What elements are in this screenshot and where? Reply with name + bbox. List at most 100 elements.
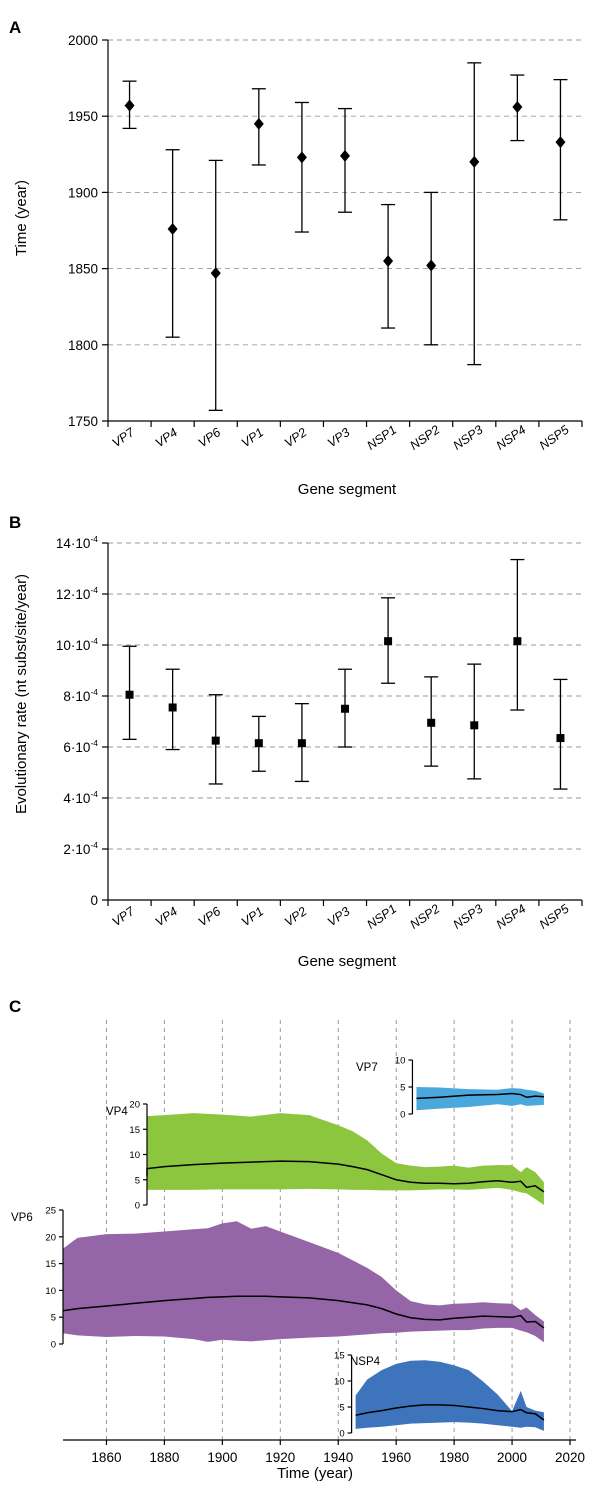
panel-c-vp6-median-line (62, 1295, 545, 1329)
panel-c-vp6-hpd-band (63, 1221, 544, 1343)
panel-b-category-label: VP2 (282, 904, 309, 929)
panel-a-point (555, 136, 566, 149)
panel-b-y-tick-label: 2·10-4 (63, 840, 98, 857)
panel-a-point (383, 254, 394, 267)
panel-a-category-label: VP4 (153, 425, 180, 450)
panel-b-point (211, 736, 220, 745)
panel-c-vp7-y-tick-label: 5 (400, 1083, 405, 1094)
panel-b-y-tick-label: 8·10-4 (63, 687, 98, 704)
panel-c-vp6-y-tick-label: 5 (51, 1313, 56, 1324)
panel-b-point (556, 734, 565, 743)
panel-c-x-tick-label: 1900 (207, 1450, 237, 1465)
panel-c-x-tick-label: 1880 (149, 1450, 179, 1465)
panel-a-category-label: NSP2 (407, 423, 442, 453)
panel-b-category-label: VP6 (196, 904, 223, 929)
panel-a-point (469, 155, 480, 168)
panel-a-point (124, 99, 135, 112)
panel-b-point (125, 690, 134, 699)
panel-a-point (253, 117, 264, 130)
panel-a-category-label: VP7 (110, 425, 138, 451)
panel-a-category-label: VP6 (196, 425, 223, 450)
panel-a-y-axis-title: Time (year) (13, 180, 30, 256)
panel-c-nsp4-y-tick-label: 5 (339, 1403, 344, 1414)
panel-b-y-tick-label: 4·10-4 (63, 789, 98, 806)
panel-b-chart: 0 2·10-4 4·10-4 6·10-4 8·10-4 10·10-4 12·10-4 1… (13, 534, 583, 970)
panel-a-category-label: VP1 (239, 425, 266, 450)
panel-c-nsp4-y-tick-label: 0 (339, 1429, 344, 1440)
panel-a-chart: 1750 1800 1850 1900 1950 2000 VP7 VP4 VP6 VP1 VP2 V… (13, 33, 583, 498)
panel-b-y-tick-label: 10·10-4 (56, 636, 98, 653)
panel-a-y-tick-label: 1900 (68, 185, 98, 200)
panel-c-x-tick-label: 2020 (555, 1450, 585, 1465)
panel-c-vp4-y-tick-label: 20 (129, 1100, 140, 1111)
panel-c-vp7-series-label: VP7 (356, 1062, 378, 1074)
panel-c-vp4-hpd-band (147, 1113, 544, 1205)
panel-a-point (296, 151, 307, 164)
panel-c-x-axis-title: Time (year) (277, 1465, 353, 1482)
panel-a-category-label: NSP3 (451, 423, 486, 453)
panel-b-category-label: NSP2 (407, 902, 442, 932)
panel-c-x-tick-label: 1960 (381, 1450, 411, 1465)
panel-b-point (341, 704, 349, 713)
panel-a-point (426, 259, 437, 272)
panel-b-point (384, 637, 393, 646)
panel-c-x-tick-label: 1860 (91, 1450, 121, 1465)
panel-letter-b: B (9, 513, 21, 532)
panel-a-y-tick-label: 1950 (68, 109, 98, 124)
panel-c-nsp4-median-line (355, 1404, 545, 1421)
panel-c-vp6-y-tick-label: 15 (45, 1259, 56, 1270)
panel-c-vp6-y-tick-label: 0 (51, 1340, 56, 1351)
panel-b-y-axis-title: Evolutionary rate (nt subst/site/year) (13, 574, 30, 814)
panel-b-y-tick-label: 12·10-4 (56, 585, 98, 602)
panel-c-vp7-y-tick-label: 0 (400, 1110, 405, 1121)
panel-b-y-tick-label: 6·10-4 (63, 738, 98, 755)
panel-b-category-label: VP4 (153, 904, 180, 929)
panel-c-vp4-median-line (146, 1160, 545, 1193)
panel-c-vp6-y-tick-label: 20 (45, 1232, 56, 1243)
panel-c-vp6-y-tick-label: 25 (45, 1206, 56, 1217)
panel-a-category-label: VP2 (282, 425, 309, 450)
panel-b-point (513, 637, 522, 646)
panel-a-category-label: NSP5 (537, 423, 572, 453)
panel-b-point (470, 721, 479, 730)
panel-c-nsp4-series-label: NSP4 (350, 1356, 381, 1368)
panel-b-category-label: VP3 (325, 904, 352, 929)
panel-a-x-axis-title: Gene segment (298, 481, 397, 498)
panel-c-vp6-y-tick-label: 10 (45, 1286, 56, 1297)
panel-letter-a: A (9, 18, 21, 37)
panel-c-nsp4-hpd-band (355, 1360, 544, 1431)
panel-letter-c: C (9, 997, 21, 1016)
panel-b-y-tick-label: 0 (90, 893, 98, 908)
panel-c-vp7-y-tick-label: 10 (395, 1056, 406, 1067)
panel-a-y-tick-label: 1750 (68, 414, 98, 429)
panel-c-vp4-y-tick-label: 10 (129, 1150, 140, 1161)
panel-b-y-tick-label: 14·10-4 (56, 534, 98, 551)
panel-c-x-tick-label: 1940 (323, 1450, 353, 1465)
panel-b-point (297, 739, 306, 748)
panel-b-category-label: VP1 (239, 904, 266, 929)
panel-a-category-label: NSP1 (364, 423, 399, 453)
panel-c-x-tick-label: 1920 (265, 1450, 295, 1465)
panel-c-vp7-median-line (416, 1092, 544, 1100)
panel-c-vp6-series-label: VP6 (11, 1212, 33, 1224)
panel-b-category-label: NSP5 (537, 902, 572, 932)
panel-c-x-tick-label: 1980 (439, 1450, 469, 1465)
panel-a-point (210, 267, 221, 280)
panel-a-point (512, 101, 523, 114)
panel-b-point (168, 703, 177, 712)
panel-b-category-label: NSP4 (494, 902, 529, 932)
panel-b-category-label: NSP3 (451, 902, 486, 932)
panel-c-vp4-series-label: VP4 (106, 1106, 128, 1118)
panel-c-vp7-hpd-band (416, 1087, 544, 1111)
panel-c-nsp4-y-tick-label: 10 (334, 1377, 345, 1388)
panel-a-y-tick-label: 1850 (68, 262, 98, 277)
panel-c-nsp4-y-tick-label: 15 (334, 1351, 345, 1362)
panel-a-y-tick-label: 2000 (68, 33, 98, 48)
panel-c-vp4-y-tick-label: 5 (135, 1175, 140, 1186)
panel-b-category-label: VP7 (110, 904, 138, 930)
panel-c-vp4-y-tick-label: 15 (129, 1125, 140, 1136)
panel-b-x-axis-title: Gene segment (298, 953, 397, 970)
panel-a-category-label: NSP4 (494, 423, 529, 453)
